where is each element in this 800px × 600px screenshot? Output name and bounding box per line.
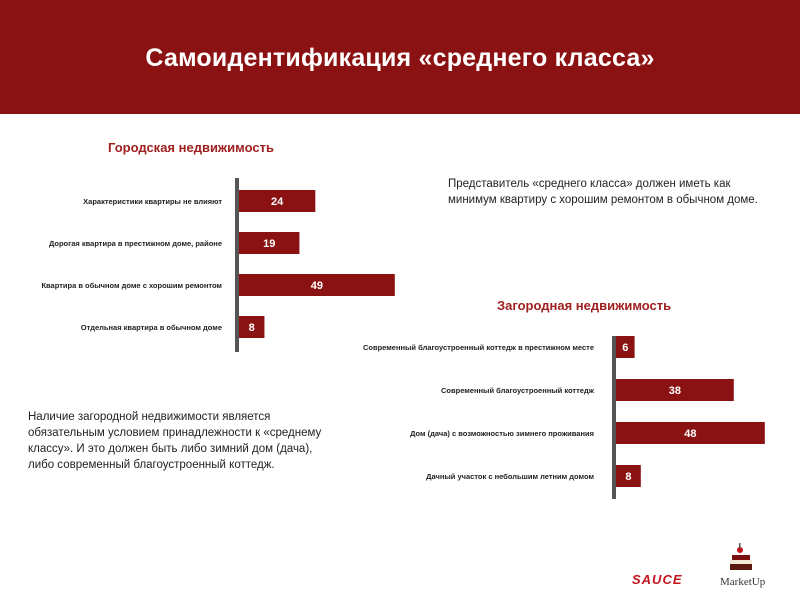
urban-chart-axis — [235, 178, 239, 352]
suburban-chart-title: Загородная недвижимость — [497, 298, 672, 313]
suburban-note: Наличие загородной недвижимости является… — [28, 411, 322, 471]
sauce-logo: SAUCE — [632, 572, 683, 587]
urban-bar — [239, 274, 395, 296]
suburban-chart-axis — [612, 336, 616, 499]
urban-bar-value: 19 — [263, 238, 275, 250]
suburban-bar-value: 6 — [622, 342, 628, 354]
urban-note: Представитель «среднего класса» должен и… — [448, 178, 758, 206]
suburban-bar — [616, 379, 734, 401]
marketup-cake-icon — [730, 543, 752, 570]
marketup-logo-text: MarketUp — [720, 576, 766, 588]
suburban-bar — [616, 422, 765, 444]
suburban-bar — [616, 336, 635, 358]
header-bar — [0, 0, 800, 114]
suburban-category-label: Дом (дача) с возможностью зимнего прожив… — [410, 429, 594, 438]
urban-category-label: Квартира в обычном доме с хорошим ремонт… — [41, 281, 222, 290]
urban-category-label: Отдельная квартира в обычном доме — [81, 323, 222, 332]
urban-bar — [239, 232, 300, 254]
suburban-bar-value: 38 — [669, 385, 681, 397]
urban-bar — [239, 316, 265, 338]
urban-bar — [239, 190, 316, 212]
urban-category-label: Характеристики квартиры не влияют — [83, 197, 222, 206]
urban-bar-value: 8 — [249, 322, 255, 334]
urban-chart-title: Городская недвижимость — [108, 140, 274, 155]
suburban-bar — [616, 465, 641, 487]
suburban-bar-value: 8 — [625, 471, 631, 483]
urban-bar-value: 24 — [271, 196, 284, 208]
urban-bar-value: 49 — [311, 280, 323, 292]
suburban-category-label: Дачный участок с небольшим летним домом — [426, 472, 594, 481]
suburban-bar-value: 48 — [684, 428, 696, 440]
urban-category-label: Дорогая квартира в престижном доме, райо… — [49, 239, 222, 248]
suburban-category-label: Современный благоустроенный коттедж — [441, 386, 595, 395]
page-title: Самоидентификация «среднего класса» — [145, 44, 655, 72]
suburban-category-label: Современный благоустроенный коттедж в пр… — [363, 343, 594, 352]
